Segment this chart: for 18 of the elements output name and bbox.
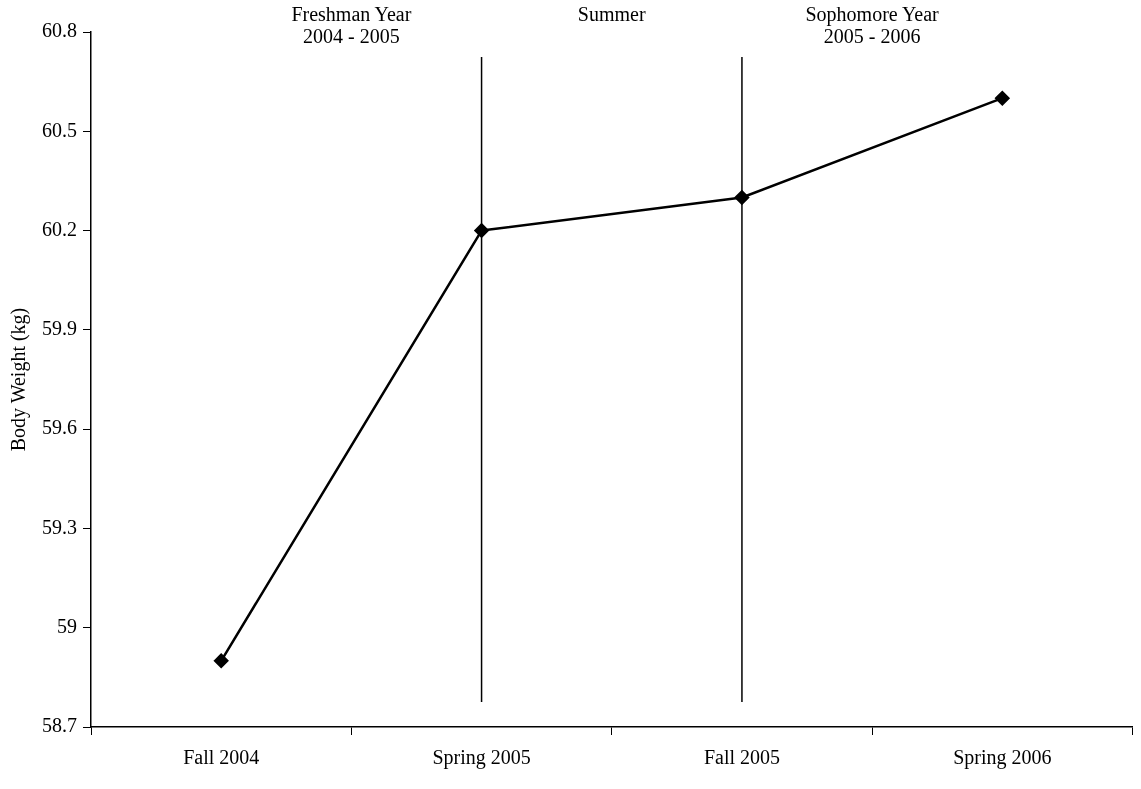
- x-tick-label: Fall 2005: [703, 746, 780, 769]
- y-tick-label: 59.9: [42, 317, 77, 340]
- y-tick-label: 59.3: [42, 515, 77, 538]
- y-tick-label: 60.5: [42, 118, 77, 141]
- y-tick-label: 58.7: [42, 714, 77, 737]
- annotation: Sophomore Year 2005 - 2006: [805, 3, 940, 48]
- x-tick-label: Spring 2005: [432, 746, 531, 770]
- y-tick-label: 60.8: [42, 19, 77, 42]
- text: Summer: [577, 3, 646, 26]
- point: [213, 653, 229, 669]
- x-tick-label: Spring 2006: [953, 746, 1052, 770]
- annotation: Freshman Year 2004 - 2005: [291, 3, 412, 48]
- x-tick-label: Fall 2004: [183, 746, 260, 769]
- y-axis-title: Body Weight (kg): [7, 307, 31, 452]
- y-tick-label: 59.6: [42, 416, 77, 439]
- point: [995, 90, 1010, 106]
- y-tick-label: 60.2: [42, 217, 77, 240]
- y-tick-label: 59: [57, 614, 77, 637]
